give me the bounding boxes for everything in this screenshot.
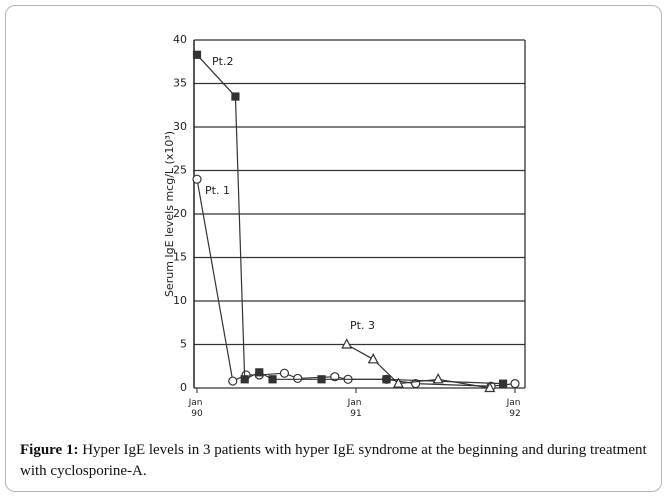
marker — [231, 92, 240, 101]
y-tick-label: 25 — [173, 164, 187, 177]
marker — [240, 375, 249, 384]
marker — [484, 381, 496, 393]
series-label: Pt.2 — [212, 55, 233, 68]
marker — [317, 375, 326, 384]
caption-label: Figure 1: — [20, 442, 79, 458]
caption: Figure 1: Hyper IgE levels in 3 patients… — [20, 440, 650, 482]
marker — [330, 372, 340, 382]
y-tick-label: 35 — [173, 77, 187, 90]
marker — [432, 373, 444, 384]
marker — [228, 376, 238, 386]
marker — [279, 368, 290, 378]
marker — [192, 50, 202, 59]
series-label: Pt. 1 — [205, 184, 230, 197]
marker — [268, 375, 277, 384]
y-axis-label: Serum IgE levels mcg/L (x10³) — [163, 131, 176, 297]
figure-frame — [5, 5, 662, 492]
y-tick-label: 15 — [173, 251, 187, 264]
chart: Serum IgE levels mcg/L (x10³) Pt.2 Pt. 1… — [163, 33, 526, 419]
marker — [367, 353, 379, 364]
y-tick-label: 30 — [173, 120, 187, 133]
y-tick-label: 10 — [173, 294, 187, 307]
x-tick-label: Jan 91 — [347, 398, 365, 419]
series-label: Pt. 3 — [350, 319, 375, 332]
marker — [192, 174, 202, 184]
x-tick-label: Jan 92 — [506, 398, 524, 419]
y-tick-label: 40 — [173, 33, 187, 46]
marker — [510, 379, 520, 389]
caption-text: Hyper IgE levels in 3 patients with hype… — [20, 442, 647, 479]
marker — [392, 377, 404, 388]
x-tick-label: Jan 90 — [188, 398, 206, 419]
series-line — [346, 343, 490, 389]
marker — [498, 379, 508, 388]
marker — [341, 338, 353, 349]
marker — [255, 368, 264, 377]
marker — [293, 373, 303, 384]
marker — [382, 375, 391, 384]
series-line — [196, 179, 516, 387]
y-tick-label: 0 — [180, 381, 187, 394]
y-tick-label: 20 — [173, 207, 187, 220]
series-line — [196, 54, 504, 385]
y-tick-label: 5 — [180, 338, 187, 351]
